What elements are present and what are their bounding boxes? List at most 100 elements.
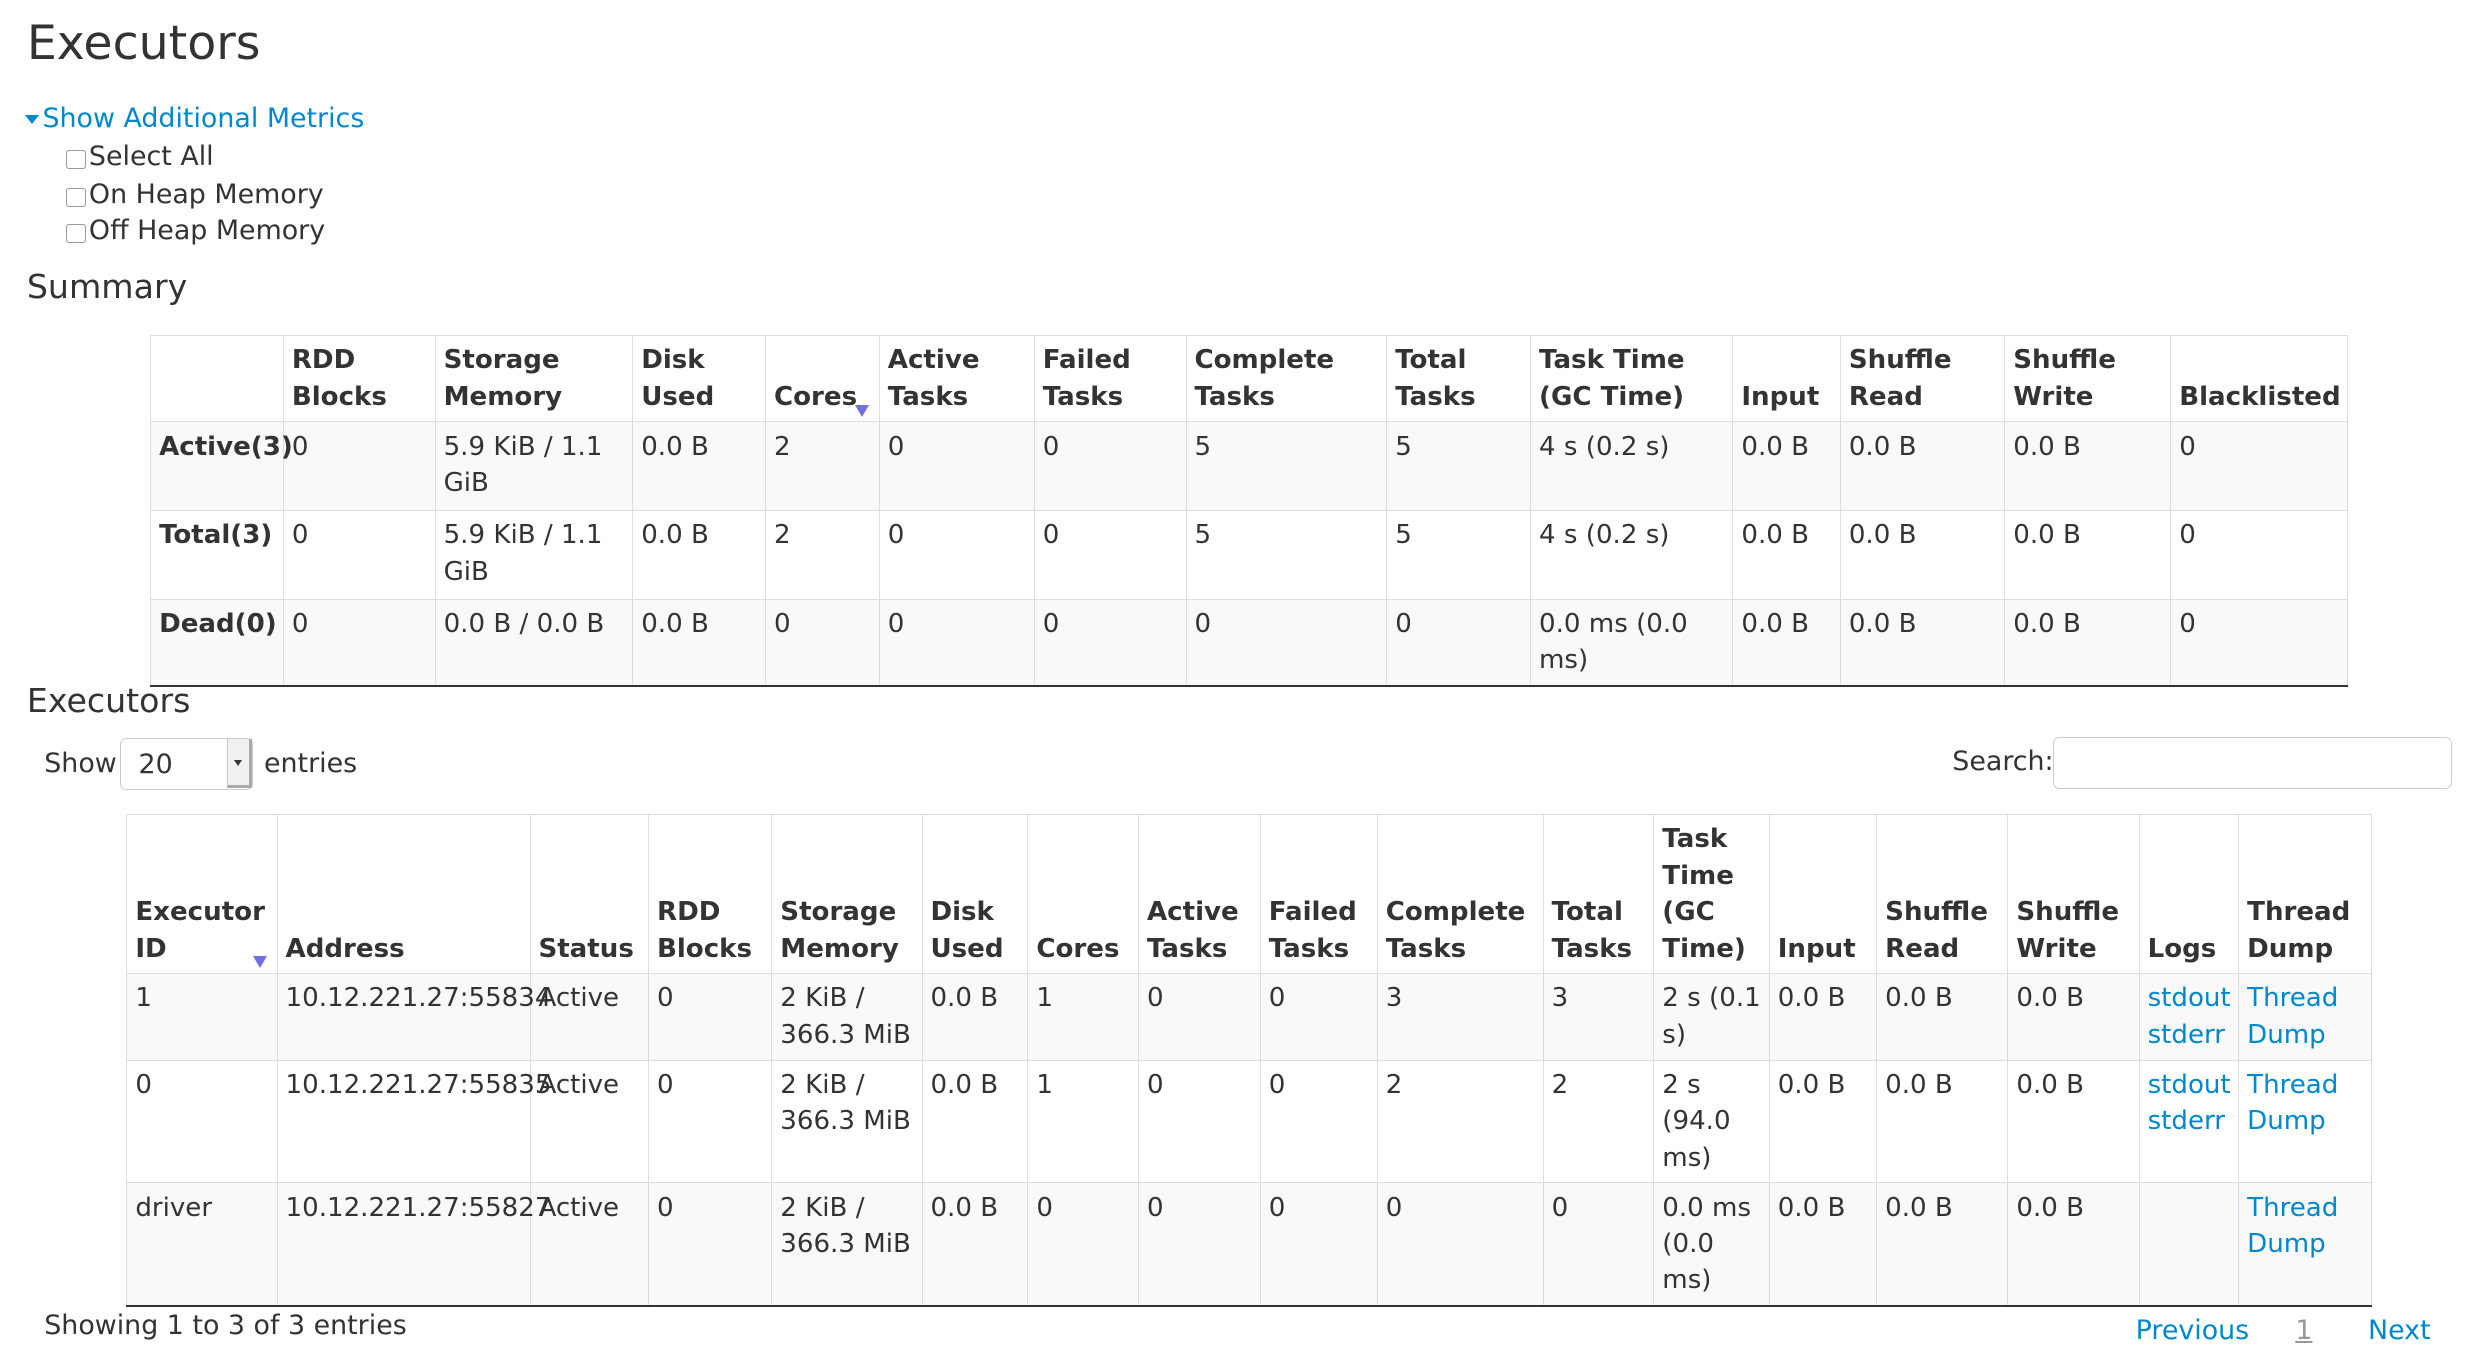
- cell-rdd-blocks: 0: [648, 973, 773, 1061]
- column-header-rdd-blocks[interactable]: RDD Blocks: [282, 335, 436, 423]
- column-header-task-time-gc-time[interactable]: Task Time (GC Time): [1653, 814, 1770, 975]
- log-link-stdout[interactable]: stdout: [2147, 983, 2231, 1014]
- cell-complete-tasks: 0: [1185, 598, 1388, 687]
- column-header-executor-id[interactable]: Executor ID: [126, 814, 278, 975]
- log-link-stdout[interactable]: stdout: [2147, 1069, 2231, 1100]
- caret-down-icon: [25, 114, 40, 124]
- column-header-failed-tasks[interactable]: Failed Tasks: [1033, 335, 1187, 423]
- previous-page-button[interactable]: Previous: [2135, 1315, 2250, 1347]
- column-header-logs[interactable]: Logs: [2138, 814, 2240, 975]
- thread-dump-link[interactable]: Thread Dump: [2247, 1192, 2339, 1259]
- column-header-shuffle-write[interactable]: Shuffle Write: [2004, 335, 2172, 423]
- cell-rdd-blocks: 0: [282, 509, 436, 600]
- column-header-storage-memory[interactable]: Storage Memory: [771, 814, 923, 975]
- cell-active-tasks: 0: [1138, 1182, 1261, 1307]
- select-all-checkbox[interactable]: [66, 149, 86, 170]
- cell-address: 10.12.221.27:55834: [276, 973, 551, 1061]
- cell-active-tasks: 0: [1138, 1059, 1261, 1184]
- column-header-task-time-gc-time[interactable]: Task Time (GC Time): [1530, 335, 1734, 423]
- column-header-shuffle-read[interactable]: Shuffle Read: [1876, 814, 2009, 975]
- cell-executor-id: 1: [126, 973, 278, 1061]
- column-header-shuffle-write[interactable]: Shuffle Write: [2007, 814, 2140, 975]
- on-heap-memory-option[interactable]: On Heap Memory: [66, 178, 324, 210]
- column-header-storage-memory[interactable]: Storage Memory: [434, 335, 634, 423]
- cell-rdd-blocks: 0: [282, 421, 436, 511]
- column-header-disk-used[interactable]: Disk Used: [921, 814, 1029, 975]
- cell-status: Active: [529, 1182, 650, 1307]
- thread-dump-link[interactable]: Thread Dump: [2247, 1069, 2339, 1137]
- cell-active-tasks: 0: [878, 421, 1035, 511]
- page-size-select[interactable]: 20: [120, 738, 253, 791]
- cell-active-tasks: 0: [878, 509, 1035, 600]
- column-header-blank: [150, 335, 284, 423]
- executors-heading: Executors: [26, 681, 191, 721]
- show-additional-metrics-toggle[interactable]: Show Additional Metrics: [25, 103, 364, 134]
- off-heap-memory-option[interactable]: Off Heap Memory: [66, 215, 325, 246]
- cell-shuffle-read: 0.0 B: [1839, 509, 2006, 600]
- cell-input: 0.0 B: [1732, 509, 1841, 600]
- cell-executor-id: driver: [126, 1182, 278, 1307]
- column-header-complete-tasks[interactable]: Complete Tasks: [1376, 814, 1544, 975]
- dropdown-arrow-icon[interactable]: [226, 739, 252, 789]
- cell-total-tasks: 5: [1386, 509, 1532, 600]
- table-info: Showing 1 to 3 of 3 entries: [44, 1310, 407, 1342]
- cell-status: Active: [529, 973, 650, 1061]
- option-label: On Heap Memory: [88, 178, 324, 210]
- cell-shuffle-read: 0.0 B: [1839, 598, 2006, 687]
- cell-logs: stdout stderr: [2138, 973, 2240, 1061]
- cell-thread-dump: Thread Dump: [2238, 1182, 2373, 1307]
- on-heap-memory-checkbox[interactable]: [66, 187, 86, 207]
- cell-disk-used: 0.0 B: [921, 973, 1029, 1061]
- column-header-complete-tasks[interactable]: Complete Tasks: [1185, 335, 1388, 423]
- column-header-active-tasks[interactable]: Active Tasks: [878, 335, 1035, 423]
- column-header-shuffle-read[interactable]: Shuffle Read: [1839, 335, 2006, 423]
- cell-disk-used: 0.0 B: [632, 509, 767, 600]
- cell-storage-memory: 2 KiB / 366.3 MiB: [771, 973, 923, 1061]
- column-header-input[interactable]: Input: [1732, 335, 1841, 423]
- cell-input: 0.0 B: [1768, 973, 1878, 1061]
- summary-row: Dead(0) 0 0.0 B / 0.0 B 0.0 B 0 0 0 0 0 0.0 ms (0…: [150, 598, 2349, 687]
- cell-total-tasks: 0: [1542, 1182, 1655, 1307]
- cell-rdd-blocks: 0: [648, 1182, 773, 1307]
- column-header-total-tasks[interactable]: Total Tasks: [1386, 335, 1532, 423]
- column-header-address[interactable]: Address: [276, 814, 531, 975]
- log-link-stderr[interactable]: stderr: [2147, 1106, 2225, 1137]
- cell-logs: stdout stderr: [2138, 1059, 2240, 1184]
- cell-input: 0.0 B: [1768, 1182, 1878, 1307]
- search-input[interactable]: [2053, 736, 2452, 789]
- column-header-input[interactable]: Input: [1768, 814, 1878, 975]
- column-header-status[interactable]: Status: [529, 814, 650, 975]
- cell-thread-dump: Thread Dump: [2238, 973, 2373, 1061]
- off-heap-memory-checkbox[interactable]: [66, 223, 86, 244]
- cell-total-tasks: 2: [1542, 1059, 1655, 1184]
- log-link-stderr[interactable]: stderr: [2147, 1019, 2225, 1050]
- column-header-failed-tasks[interactable]: Failed Tasks: [1259, 814, 1378, 975]
- cell-disk-used: 0.0 B: [921, 1059, 1029, 1184]
- next-page-button[interactable]: Next: [2368, 1315, 2431, 1347]
- cell-task-time-gc-time: 0.0 ms (0.0 ms): [1653, 1182, 1770, 1307]
- column-header-total-tasks[interactable]: Total Tasks: [1542, 814, 1655, 975]
- option-label: Off Heap Memory: [88, 214, 326, 246]
- cell-status: Active: [529, 1059, 650, 1184]
- column-header-thread-dump[interactable]: Thread Dump: [2238, 814, 2373, 975]
- column-header-blacklisted[interactable]: Blacklisted: [2170, 335, 2349, 423]
- select-all-option[interactable]: Select All: [66, 141, 214, 172]
- toggle-label: Show Additional Metrics: [42, 102, 365, 134]
- column-header-cores[interactable]: Cores: [1027, 814, 1140, 975]
- column-header-disk-used[interactable]: Disk Used: [632, 335, 767, 423]
- cell-failed-tasks: 0: [1259, 1182, 1378, 1307]
- page-1-button[interactable]: 1: [2295, 1315, 2313, 1347]
- cell-input: 0.0 B: [1768, 1059, 1878, 1184]
- cell-task-time-gc-time: 2 s (0.1 s): [1653, 973, 1770, 1061]
- cell-input: 0.0 B: [1732, 421, 1841, 511]
- cell-storage-memory: 2 KiB / 366.3 MiB: [771, 1182, 923, 1307]
- cell-shuffle-read: 0.0 B: [1839, 421, 2006, 511]
- thread-dump-link[interactable]: Thread Dump: [2247, 983, 2339, 1050]
- column-header-cores[interactable]: Cores: [765, 335, 880, 423]
- sort-desc-icon: [253, 956, 268, 968]
- column-header-active-tasks[interactable]: Active Tasks: [1138, 814, 1261, 975]
- column-header-rdd-blocks[interactable]: RDD Blocks: [648, 814, 773, 975]
